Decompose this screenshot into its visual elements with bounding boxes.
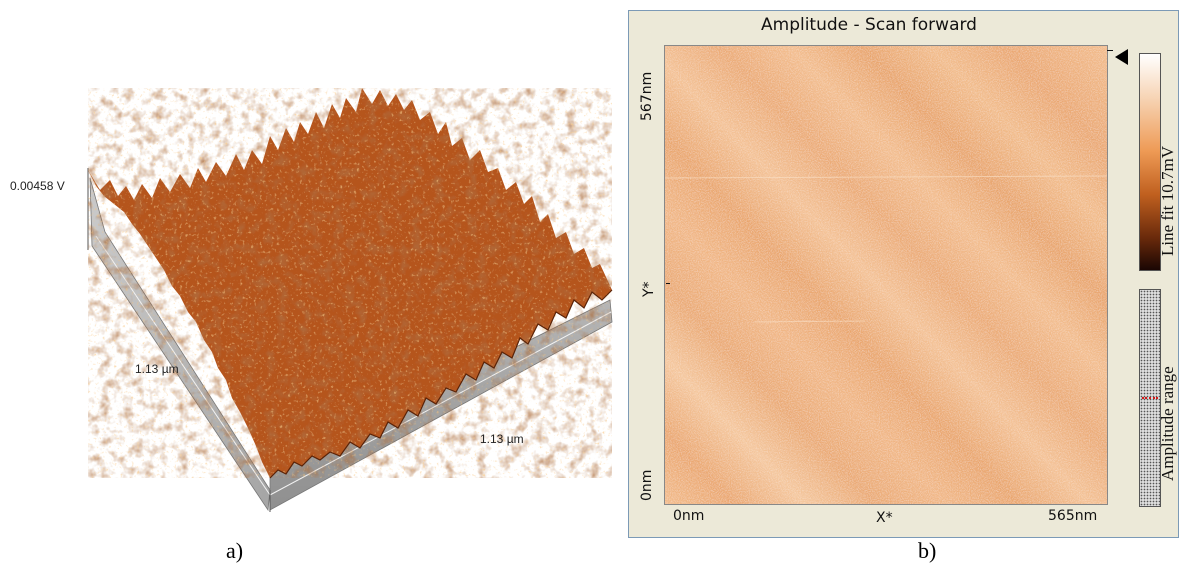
caption-a: a) [226,538,244,563]
x-axis-min-label: 0nm [673,508,705,524]
range-marker[interactable] [1142,397,1158,399]
pointer-triangle-icon[interactable] [1115,49,1128,65]
afm-3d-surface [87,88,613,512]
caption-b: b) [918,538,937,563]
x-axis-title: X* [876,510,893,526]
y-axis-title: Y* [641,281,657,297]
y-tick-mid [666,283,670,284]
surface-3d-panel: 0.00458 V 1.13 µm 1.13 µm [10,88,613,512]
amplitude-scan-image[interactable] [664,45,1108,505]
color-scale-bar [1139,53,1161,271]
y-axis-max-label: 567nm [639,71,655,121]
amplitude-range-slider[interactable] [1139,289,1161,507]
base-left-wall [89,177,271,512]
y-axis-min-label: 0nm [639,469,655,501]
x-axis-label: 1.13 µm [480,432,524,446]
z-axis-label: 0.00458 V [10,179,65,193]
amplitude-range-label: Amplitude range [1158,366,1177,481]
scan-viewer-window: Amplitude - Scan forward [628,10,1179,538]
rough-surface [88,88,612,478]
color-scale-label: Line fit 10.7mV [1158,145,1177,256]
scan-title: Amplitude - Scan forward [761,15,977,35]
y-axis-label: 1.13 µm [135,362,179,376]
x-axis-max-label: 565nm [1048,508,1098,524]
y-tick-top [1107,50,1113,51]
